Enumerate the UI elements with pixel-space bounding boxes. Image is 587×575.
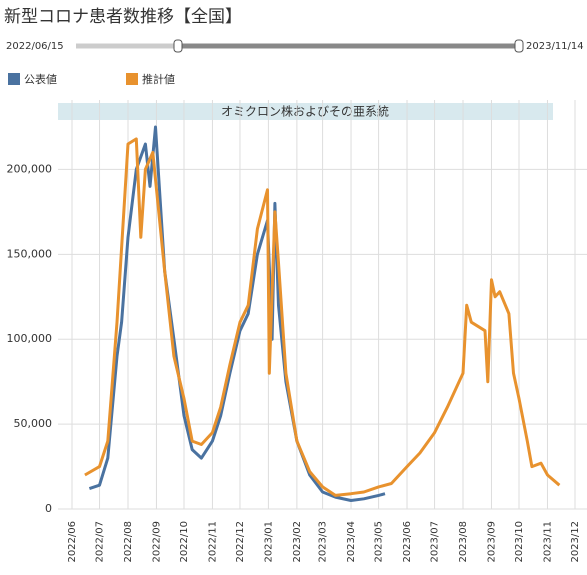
- y-tick-label: 50,000: [14, 417, 53, 430]
- y-tick-label: 100,000: [7, 332, 53, 345]
- x-tick-label: 2023/04: [346, 521, 357, 563]
- legend-swatch[interactable]: [126, 73, 138, 85]
- range-start: 2022/06/15: [6, 41, 64, 52]
- series-line: [84, 137, 561, 497]
- x-tick-label: 2022/10: [179, 521, 190, 563]
- x-tick-label: 2022/12: [235, 521, 246, 563]
- legend-swatch[interactable]: [8, 73, 20, 85]
- x-tick-label: 2022/07: [95, 521, 106, 563]
- x-tick-label: 2023/12: [570, 521, 581, 563]
- y-tick-label: 150,000: [7, 247, 53, 260]
- slider-handle[interactable]: [514, 39, 524, 53]
- x-tick-label: 2023/01: [263, 521, 274, 563]
- range-end: 2023/11/14: [526, 41, 584, 52]
- x-tick-label: 2023/05: [374, 521, 385, 563]
- x-tick-label: 2022/08: [123, 521, 134, 563]
- legend-label[interactable]: 推計値: [142, 72, 175, 86]
- x-tick-label: 2023/02: [292, 521, 303, 563]
- series-line: [88, 125, 386, 502]
- legend-label[interactable]: 公表値: [24, 72, 57, 86]
- x-tick-label: 2023/06: [402, 521, 413, 563]
- x-tick-label: 2023/11: [542, 521, 553, 563]
- y-tick-label: 0: [45, 502, 52, 515]
- annotation: オミクロン株およびその亜系統: [221, 104, 389, 119]
- y-tick-label: 200,000: [7, 162, 53, 175]
- x-tick-label: 2023/10: [514, 521, 525, 563]
- x-tick-label: 2023/07: [430, 521, 441, 563]
- chart-title: 新型コロナ患者数推移【全国】: [4, 7, 242, 27]
- annotation-band: [58, 103, 553, 120]
- x-tick-label: 2022/09: [151, 521, 162, 563]
- x-tick-label: 2022/06: [67, 521, 78, 563]
- x-tick-label: 2023/09: [486, 521, 497, 563]
- x-tick-label: 2023/03: [318, 521, 329, 563]
- x-tick-label: 2022/11: [207, 521, 218, 563]
- x-tick-label: 2023/08: [458, 521, 469, 563]
- slider-handle[interactable]: [173, 39, 183, 53]
